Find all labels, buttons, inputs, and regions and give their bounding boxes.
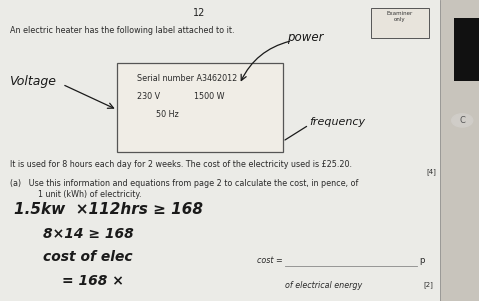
Text: p: p [419, 256, 424, 265]
Text: Voltage: Voltage [9, 75, 56, 88]
Text: 8×14 ≥ 168: 8×14 ≥ 168 [43, 227, 134, 241]
Text: [2]: [2] [424, 281, 433, 288]
Text: 1.5kw  ×112hrs ≥ 168: 1.5kw ×112hrs ≥ 168 [14, 202, 204, 217]
Text: Examiner
only: Examiner only [387, 11, 413, 22]
Circle shape [452, 114, 473, 127]
Text: = 168 ×: = 168 × [62, 274, 124, 288]
Text: o
C
4: o C 4 [453, 36, 458, 74]
Bar [371, 8, 429, 38]
Text: 12: 12 [193, 8, 205, 18]
Text: [4]: [4] [426, 169, 436, 175]
Text: An electric heater has the following label attached to it.: An electric heater has the following lab… [10, 26, 234, 35]
Bar [440, 0, 479, 301]
Bar [117, 63, 283, 152]
Text: 1500 W: 1500 W [194, 92, 225, 101]
Text: cost of elec: cost of elec [43, 250, 133, 264]
Text: cost =: cost = [257, 256, 283, 265]
Text: It is used for 8 hours each day for 2 weeks. The cost of the electricity used is: It is used for 8 hours each day for 2 we… [10, 160, 352, 169]
Text: 230 V: 230 V [137, 92, 160, 101]
Text: C: C [459, 116, 465, 125]
Text: of electrical energy: of electrical energy [285, 281, 362, 290]
Bar [454, 18, 479, 81]
Text: 1 unit (kWh) of electricity.: 1 unit (kWh) of electricity. [38, 190, 142, 199]
Polygon shape [0, 0, 441, 301]
Text: Serial number A3462012: Serial number A3462012 [137, 74, 237, 83]
Text: 50 Hz: 50 Hz [156, 110, 178, 119]
Text: power: power [287, 31, 324, 44]
Text: (a)   Use this information and equations from page 2 to calculate the cost, in p: (a) Use this information and equations f… [10, 179, 358, 188]
Text: frequency: frequency [309, 117, 365, 127]
